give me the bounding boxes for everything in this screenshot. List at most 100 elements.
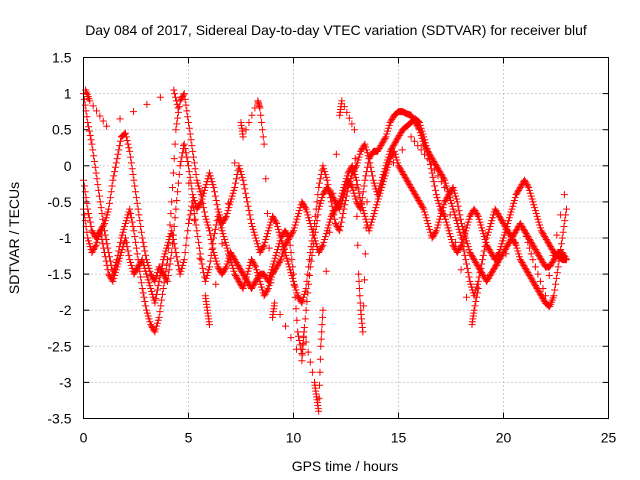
data-point-arc-b [235,162,243,170]
data-point-arc-a [262,273,270,281]
data-point-arc-a [349,186,357,194]
data-point-arc-b [533,212,541,220]
data-point-arc-a [465,273,473,281]
data-point-scatter-extra [318,313,326,321]
data-point-arc-b [416,118,423,126]
data-point-scatter-extra [86,97,94,105]
data-point-arc-a [155,313,163,321]
data-point-arc-c [277,256,285,264]
data-point-arc-c [399,169,407,177]
data-point-scatter-extra [434,172,442,180]
data-point-arc-c [431,230,439,238]
data-point-arc-c [315,248,323,256]
data-point-arc-b [515,185,523,193]
x-axis-label: GPS time / hours [292,458,399,474]
data-point-scatter-extra [340,103,348,111]
data-point-arc-b [198,195,206,203]
data-point-arc-b [301,287,309,295]
data-point-scatter-extra [171,93,179,101]
data-point-arc-b [525,183,533,191]
data-point-arc-a [260,270,268,278]
data-point-arc-c [229,264,237,272]
data-point-arc-c [559,250,567,258]
data-point-arc-c [137,257,145,265]
data-point-arc-a [179,91,187,99]
data-point-arc-a [96,198,104,206]
data-point-arc-a [558,234,566,242]
data-point-arc-b [251,231,259,239]
data-point-arc-c [473,261,481,269]
y-tick-label: -2 [59,302,72,318]
data-point-arc-b [256,248,264,256]
data-point-scatter-extra [316,368,324,376]
data-point-arc-b [133,199,141,207]
data-point-arc-c [326,215,334,223]
data-point-arc-a [204,221,212,229]
data-point-arc-c [391,150,399,158]
data-point-arc-a [158,290,166,298]
data-point-arc-c [417,201,425,209]
data-point-arc-c [311,237,319,245]
data-point-arc-c [437,209,445,217]
data-point-arc-c [358,204,366,212]
data-point-arc-c [221,235,229,243]
data-point-arc-a [156,308,164,316]
data-point-arc-b [207,175,215,183]
data-point-arc-b [112,159,120,167]
data-point-arc-a [307,257,315,265]
data-point-arc-c [132,267,140,275]
data-point-scatter-extra [93,107,101,115]
data-point-arc-a [121,222,129,230]
data-point-scatter-extra [353,212,361,220]
data-point-arc-b [174,188,182,196]
data-point-arc-c [386,155,394,163]
data-point-arc-b [444,224,452,232]
data-point-arc-c [146,282,154,290]
data-point-arc-c [300,202,308,210]
data-point-arc-c [344,169,352,177]
data-point-arc-c [408,185,416,193]
data-point-arc-c [489,266,497,274]
data-point-arc-b [277,234,285,242]
data-point-arc-c [373,201,381,209]
data-point-arc-a [120,225,128,233]
data-point-scatter-extra [308,368,316,376]
data-point-arc-c [301,204,309,212]
data-point-arc-c [419,204,427,212]
x-tick-label: 15 [391,430,407,446]
data-point-arc-c [337,192,345,200]
data-point-arc-b [232,179,240,187]
data-point-scatter-extra [258,126,266,134]
data-point-arc-a [530,279,538,287]
data-point-arc-c [337,195,345,203]
data-point-arc-b [320,165,328,173]
data-point-arc-c [430,231,438,239]
data-point-arc-a [186,130,194,138]
data-point-scatter-extra [96,112,104,120]
data-point-arc-b [514,188,522,196]
data-point-arc-c [341,181,349,189]
data-point-scatter-extra [352,183,360,191]
data-point-arc-b [289,274,297,282]
data-point-arc-c [479,270,486,278]
data-point-arc-a [81,101,89,109]
data-point-arc-a [169,183,177,191]
data-point-arc-c [83,228,91,236]
data-point-arc-a [295,337,303,345]
data-point-arc-b [433,194,441,202]
data-point-arc-b [539,230,547,238]
data-point-scatter-extra [174,104,182,112]
data-point-arc-c [385,157,393,165]
data-point-arc-c [281,241,289,249]
data-point-arc-b [332,221,340,229]
data-point-arc-c [454,202,462,210]
data-point-arc-c [285,234,293,242]
data-point-scatter-extra [398,146,406,154]
data-point-scatter-extra [206,321,213,329]
data-point-arc-b [237,168,245,176]
data-point-arc-c [304,211,312,219]
data-point-arc-b [513,189,521,197]
data-point-arc-b [282,251,290,259]
data-point-arc-a [154,316,162,324]
data-point-scatter-extra [473,289,481,297]
